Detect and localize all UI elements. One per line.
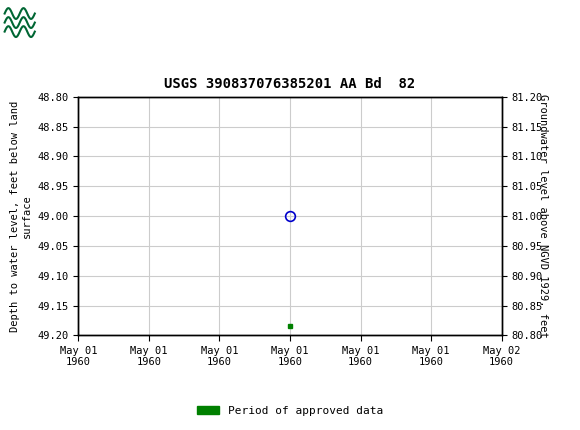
Title: USGS 390837076385201 AA Bd  82: USGS 390837076385201 AA Bd 82 <box>164 77 416 92</box>
Y-axis label: Groundwater level above NGVD 1929, feet: Groundwater level above NGVD 1929, feet <box>538 94 548 338</box>
Y-axis label: Depth to water level, feet below land
surface: Depth to water level, feet below land su… <box>10 101 32 332</box>
FancyBboxPatch shape <box>3 3 70 42</box>
Legend: Period of approved data: Period of approved data <box>193 401 387 420</box>
Text: USGS: USGS <box>38 13 97 32</box>
